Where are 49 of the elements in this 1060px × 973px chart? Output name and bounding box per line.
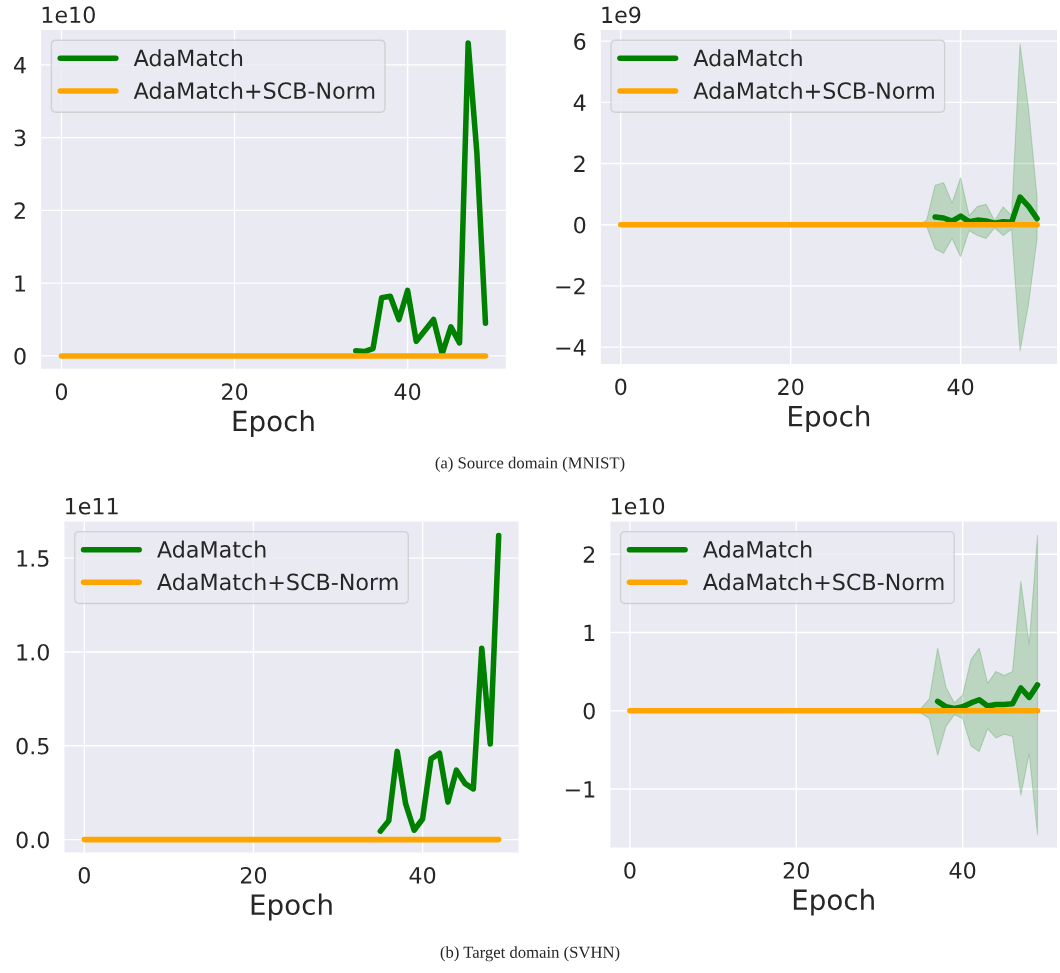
y-tick-label: 1.5 (17, 550, 49, 567)
y-tick-label: 0 (14, 347, 26, 365)
text: 1e10 (42, 6, 95, 24)
x-tick-label: 40 (394, 383, 421, 401)
x-tick-label: 20 (222, 383, 248, 401)
y-tick-label: 1.0 (17, 643, 49, 661)
x-tick-label: 20 (783, 862, 809, 879)
y-tick-label: 0 (574, 216, 586, 234)
y-tick-label: 4 (14, 57, 26, 74)
y-tick-label: 3 (14, 129, 26, 147)
legend-label: AdaMatch (157, 540, 266, 558)
y-tick-label: −1 (565, 781, 595, 798)
legend-label: AdaMatch (133, 49, 243, 67)
x-tick-label: 40 (409, 866, 436, 884)
text: 1e9 (602, 6, 641, 24)
text: 1e10 (611, 497, 665, 515)
y-tick-label: 2 (14, 202, 25, 219)
x-tick-label: 20 (778, 378, 804, 396)
x-axis-title: Epoch (233, 410, 314, 437)
x-tick-label: 40 (949, 862, 976, 879)
legend-label: AdaMatch+SCB-Norm (157, 573, 398, 591)
x-tick-label: 0 (55, 383, 68, 401)
legend-label: AdaMatch+SCB-Norm (133, 81, 375, 100)
text: (a) Source domain (MNIST) (435, 456, 625, 472)
x-axis-title: Epoch (789, 405, 870, 433)
legend-label: AdaMatch+SCB-Norm (693, 81, 934, 100)
legend-label: AdaMatch+SCB-Norm (703, 573, 944, 591)
x-axis-title: Epoch (793, 888, 874, 916)
y-tick-label: 1 (584, 624, 595, 641)
x-tick-label: 0 (78, 866, 90, 884)
y-tick-label: 2 (583, 546, 595, 563)
y-tick-label: −2 (556, 277, 585, 295)
y-tick-label: 1 (15, 275, 26, 292)
x-tick-label: 0 (615, 378, 627, 396)
x-tick-label: 40 (947, 378, 974, 396)
y-tick-label: 2 (574, 155, 585, 172)
y-tick-label: 0.5 (16, 737, 49, 755)
x-tick-label: 0 (624, 862, 636, 879)
legend-label: AdaMatch (693, 49, 802, 67)
y-tick-label: 0 (583, 702, 595, 720)
y-tick-label: 0.0 (16, 831, 49, 849)
x-tick-label: 20 (240, 866, 267, 884)
text: (b) Target domain (SVHN) (440, 946, 620, 962)
text: 1e11 (66, 498, 118, 515)
x-axis-title: Epoch (251, 893, 332, 921)
y-tick-label: 4 (573, 94, 586, 111)
y-tick-label: 6 (574, 33, 586, 50)
y-tick-label: −4 (556, 339, 586, 356)
legend-label: AdaMatch (703, 540, 812, 558)
